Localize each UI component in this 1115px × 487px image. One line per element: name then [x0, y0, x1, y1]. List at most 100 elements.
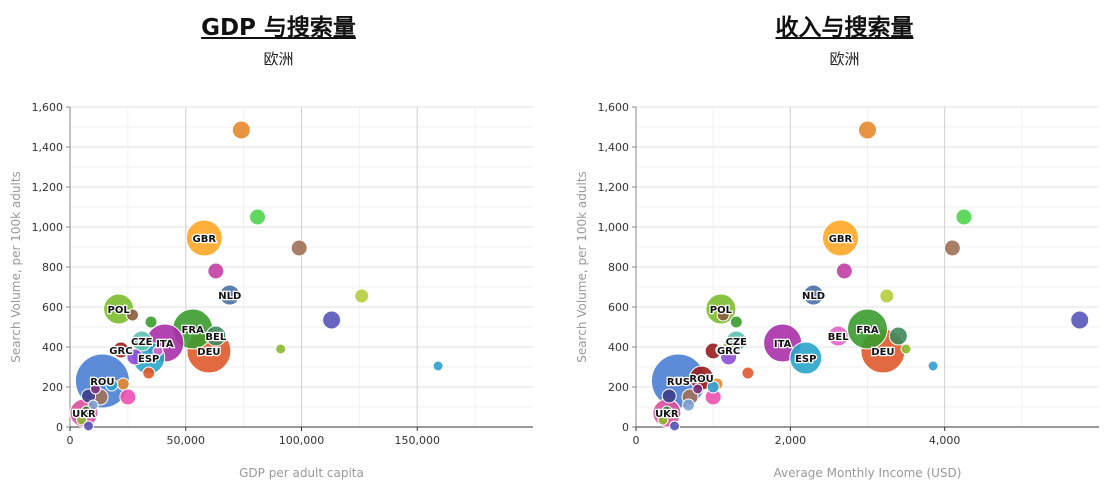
y-tick-label: 1,200 [598, 181, 630, 194]
data-point [827, 325, 849, 347]
data-point [715, 344, 727, 356]
data-point-label: CZE [726, 337, 748, 348]
data-point-label: UKR [655, 409, 679, 420]
y-axis-label: Search Volume, per 100k adults [9, 171, 23, 363]
y-tick-label: 600 [42, 301, 63, 314]
x-tick-label: 50,000 [167, 434, 206, 447]
x-axis-label: Average Monthly Income (USD) [774, 466, 962, 480]
data-point-label: RUS [667, 377, 690, 388]
data-point-label: DEU [871, 347, 894, 358]
data-point-label: ITA [156, 339, 174, 350]
data-point [789, 341, 823, 375]
data-point [207, 262, 225, 280]
y-tick-label: 600 [608, 301, 629, 314]
data-point-label: FRA [856, 325, 879, 336]
chart-subtitle: 欧洲 [829, 50, 860, 68]
data-point-label: GBR [829, 234, 853, 245]
gdp-chart-panel: GDP 与搜索量 欧洲 0 200 400 600 800 1,000 1,200 1,400… [0, 0, 557, 487]
data-point-label: GRC [109, 346, 132, 357]
x-tick-label: 2,000 [775, 434, 807, 447]
data-point [131, 330, 153, 352]
data-point [185, 219, 223, 257]
y-tick-label: 200 [42, 381, 63, 394]
data-point-label: POL [710, 305, 733, 316]
data-point-label: ROU [90, 377, 114, 388]
income-scatter-plot: 0 200 400 600 800 1,000 1,200 1,400 1,600 0 2,000 4… [575, 101, 1099, 480]
y-tick-label: 0 [622, 421, 629, 434]
data-point [835, 262, 853, 280]
data-point [249, 208, 267, 226]
x-tick-label: 0 [633, 434, 640, 447]
data-point [729, 315, 743, 329]
data-point [432, 360, 444, 372]
data-point [275, 343, 287, 355]
data-point [80, 405, 92, 417]
data-point [657, 414, 669, 426]
data-point-label: NLD [218, 291, 241, 302]
data-point [847, 308, 888, 350]
chart-title: GDP 与搜索量 [201, 15, 356, 41]
gdp-scatter-plot: 0 200 400 600 800 1,000 1,200 1,400 1,600 0 50,000… [9, 101, 533, 480]
data-point-label: ITA [774, 339, 792, 350]
data-point [1070, 310, 1090, 330]
data-point [76, 414, 88, 426]
x-tick-label: 100,000 [279, 434, 325, 447]
y-axis-label: Search Volume, per 100k adults [575, 171, 589, 363]
data-point [888, 326, 908, 346]
data-point-label: ESP [138, 354, 159, 365]
data-point-label: GRC [717, 346, 740, 357]
data-point-label: BEL [828, 332, 849, 343]
data-point [354, 288, 370, 304]
data-point [83, 420, 95, 432]
data-point [116, 377, 130, 391]
x-tick-label: 0 [67, 434, 74, 447]
data-point [943, 239, 961, 257]
y-tick-label: 800 [42, 261, 63, 274]
y-tick-label: 400 [608, 341, 629, 354]
y-tick-label: 200 [608, 381, 629, 394]
y-tick-label: 400 [42, 341, 63, 354]
data-point [821, 219, 859, 257]
data-point [219, 284, 241, 306]
y-tick-label: 1,600 [598, 101, 630, 114]
chart-subtitle: 欧洲 [263, 50, 294, 68]
data-point-label: DEU [197, 347, 220, 358]
y-tick-label: 1,000 [598, 221, 630, 234]
data-point-label: NLD [802, 291, 825, 302]
data-point [900, 343, 912, 355]
data-point [669, 420, 681, 432]
data-point [126, 348, 144, 366]
y-tick-label: 1,600 [32, 101, 64, 114]
data-point [692, 383, 704, 395]
chart-title: 收入与搜索量 [775, 15, 914, 41]
data-point-label: ROU [689, 374, 713, 385]
data-point-label: CZE [131, 337, 153, 348]
data-point-label: UKR [72, 409, 96, 420]
y-tick-label: 1,000 [32, 221, 64, 234]
data-point [802, 284, 824, 306]
data-point [144, 315, 158, 329]
data-point [716, 308, 730, 322]
y-tick-label: 1,400 [32, 141, 64, 154]
data-point [681, 398, 695, 412]
data-point [706, 380, 720, 394]
data-point [87, 399, 99, 411]
x-axis-label: GDP per adult capita [239, 466, 364, 480]
data-point-label: POL [108, 305, 131, 316]
data-point [290, 239, 308, 257]
x-tick-label: 150,000 [395, 434, 441, 447]
data-point [126, 308, 140, 322]
y-tick-label: 800 [608, 261, 629, 274]
data-point-label: BEL [205, 332, 226, 343]
data-point [741, 366, 755, 380]
data-point [231, 120, 251, 140]
data-point [119, 388, 137, 406]
data-point-label: GBR [193, 234, 217, 245]
y-tick-label: 1,200 [32, 181, 64, 194]
y-tick-label: 1,400 [598, 141, 630, 154]
data-point [89, 383, 101, 395]
data-point [105, 378, 119, 392]
data-point [152, 345, 164, 357]
data-point [112, 341, 130, 359]
data-point [955, 208, 973, 226]
